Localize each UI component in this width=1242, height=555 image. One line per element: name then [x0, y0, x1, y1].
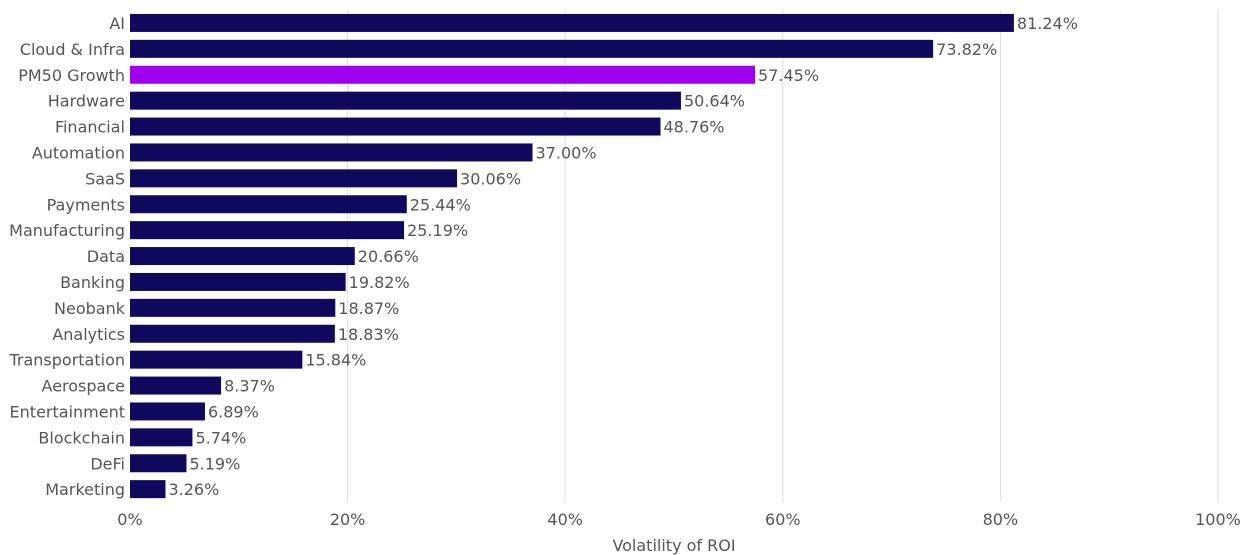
- category-label: Payments: [47, 195, 125, 214]
- bar: [130, 65, 756, 84]
- bar: [130, 247, 355, 266]
- category-label: Financial: [55, 118, 125, 137]
- category-label: SaaS: [85, 169, 125, 188]
- category-label: Cloud & Infra: [20, 40, 125, 59]
- category-label: Aerospace: [42, 377, 125, 396]
- value-label: 5.19%: [189, 454, 240, 473]
- bar: [130, 169, 458, 188]
- category-label: Neobank: [54, 299, 126, 318]
- bar: [130, 91, 681, 110]
- bars: [130, 13, 1014, 499]
- value-label: 57.45%: [758, 66, 819, 85]
- category-label: PM50 Growth: [18, 66, 125, 85]
- category-label: Hardware: [48, 92, 125, 111]
- value-label: 30.06%: [460, 169, 521, 188]
- bar: [130, 143, 533, 162]
- bar: [130, 117, 661, 136]
- x-tick-label: 100%: [1195, 510, 1241, 529]
- value-label: 81.24%: [1017, 14, 1078, 33]
- category-label: Data: [87, 247, 125, 266]
- category-label: Analytics: [52, 325, 125, 344]
- value-label: 3.26%: [168, 480, 219, 499]
- x-axis-title: Volatility of ROI: [612, 536, 735, 555]
- bar: [130, 376, 222, 395]
- value-labels: 81.24% 73.82% 57.45% 50.64% 48.76% 37.00% 30.0…: [168, 14, 1077, 499]
- value-label: 25.44%: [410, 195, 471, 214]
- category-label: AI: [109, 14, 125, 33]
- value-label: 25.19%: [407, 221, 468, 240]
- value-label: 6.89%: [208, 402, 259, 421]
- bar: [130, 324, 335, 343]
- value-label: 48.76%: [664, 118, 725, 137]
- bar: [130, 13, 1014, 32]
- bar: [130, 350, 303, 369]
- value-label: 8.37%: [224, 377, 275, 396]
- value-label: 50.64%: [684, 92, 745, 111]
- category-label: Transportation: [8, 351, 125, 370]
- x-tick-label: 0%: [117, 510, 142, 529]
- bar: [130, 428, 193, 447]
- bar: [130, 480, 166, 499]
- bar: [130, 298, 336, 317]
- x-tick-label: 20%: [330, 510, 366, 529]
- value-label: 5.74%: [195, 428, 246, 447]
- value-label: 18.87%: [338, 299, 399, 318]
- value-label: 37.00%: [536, 143, 597, 162]
- bar: [130, 39, 934, 58]
- category-label: Marketing: [45, 480, 125, 499]
- x-tick-label: 80%: [983, 510, 1019, 529]
- value-label: 19.82%: [349, 273, 410, 292]
- category-label: Blockchain: [38, 428, 125, 447]
- category-label: Banking: [60, 273, 125, 292]
- category-label: Manufacturing: [9, 221, 125, 240]
- bar: [130, 195, 407, 214]
- value-label: 15.84%: [305, 351, 366, 370]
- x-tick-labels: 0% 20% 40% 60% 80% 100%: [117, 510, 1241, 529]
- category-labels: AI Cloud & Infra PM50 Growth Hardware Financ…: [8, 14, 125, 499]
- x-tick-label: 60%: [765, 510, 801, 529]
- value-label: 73.82%: [936, 40, 997, 59]
- value-label: 20.66%: [358, 247, 419, 266]
- bar: [130, 454, 187, 473]
- category-label: Automation: [32, 143, 125, 162]
- value-label: 18.83%: [338, 325, 399, 344]
- x-tick-label: 40%: [547, 510, 583, 529]
- bar: [130, 402, 205, 421]
- category-label: DeFi: [90, 454, 125, 473]
- bar: [130, 221, 405, 240]
- bar: [130, 272, 346, 291]
- category-label: Entertainment: [10, 402, 125, 421]
